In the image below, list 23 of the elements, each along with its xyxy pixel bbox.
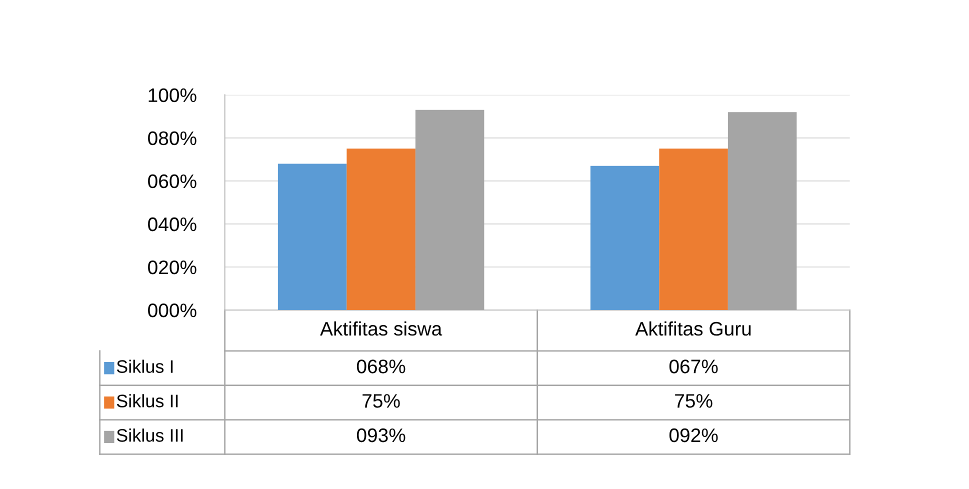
data-label: 093% — [356, 428, 406, 442]
bar — [415, 110, 484, 310]
x-tick-label: Aktifitas Guru — [635, 321, 751, 336]
x-tick-label: Aktifitas siswa — [320, 321, 442, 336]
y-tick-label: 020% — [148, 260, 196, 274]
bar — [590, 166, 660, 310]
bar — [659, 148, 728, 310]
data-label: 75% — [362, 394, 400, 408]
bar — [728, 112, 797, 310]
y-tick-label: 060% — [148, 174, 196, 188]
data-label: 067% — [669, 360, 718, 374]
y-tick-label: 040% — [148, 217, 196, 232]
data-label: 068% — [356, 360, 406, 374]
legend-label: Siklus I — [116, 360, 173, 373]
bar — [346, 148, 416, 310]
y-tick-label: 100% — [148, 88, 196, 102]
data-label: 75% — [675, 394, 712, 408]
y-tick-label: 080% — [148, 131, 196, 146]
bar — [278, 164, 347, 310]
legend-label: Siklus II — [116, 394, 178, 408]
legend-label: Siklus III — [116, 428, 183, 442]
y-tick-label: 000% — [148, 303, 196, 318]
data-label: 092% — [669, 428, 718, 442]
